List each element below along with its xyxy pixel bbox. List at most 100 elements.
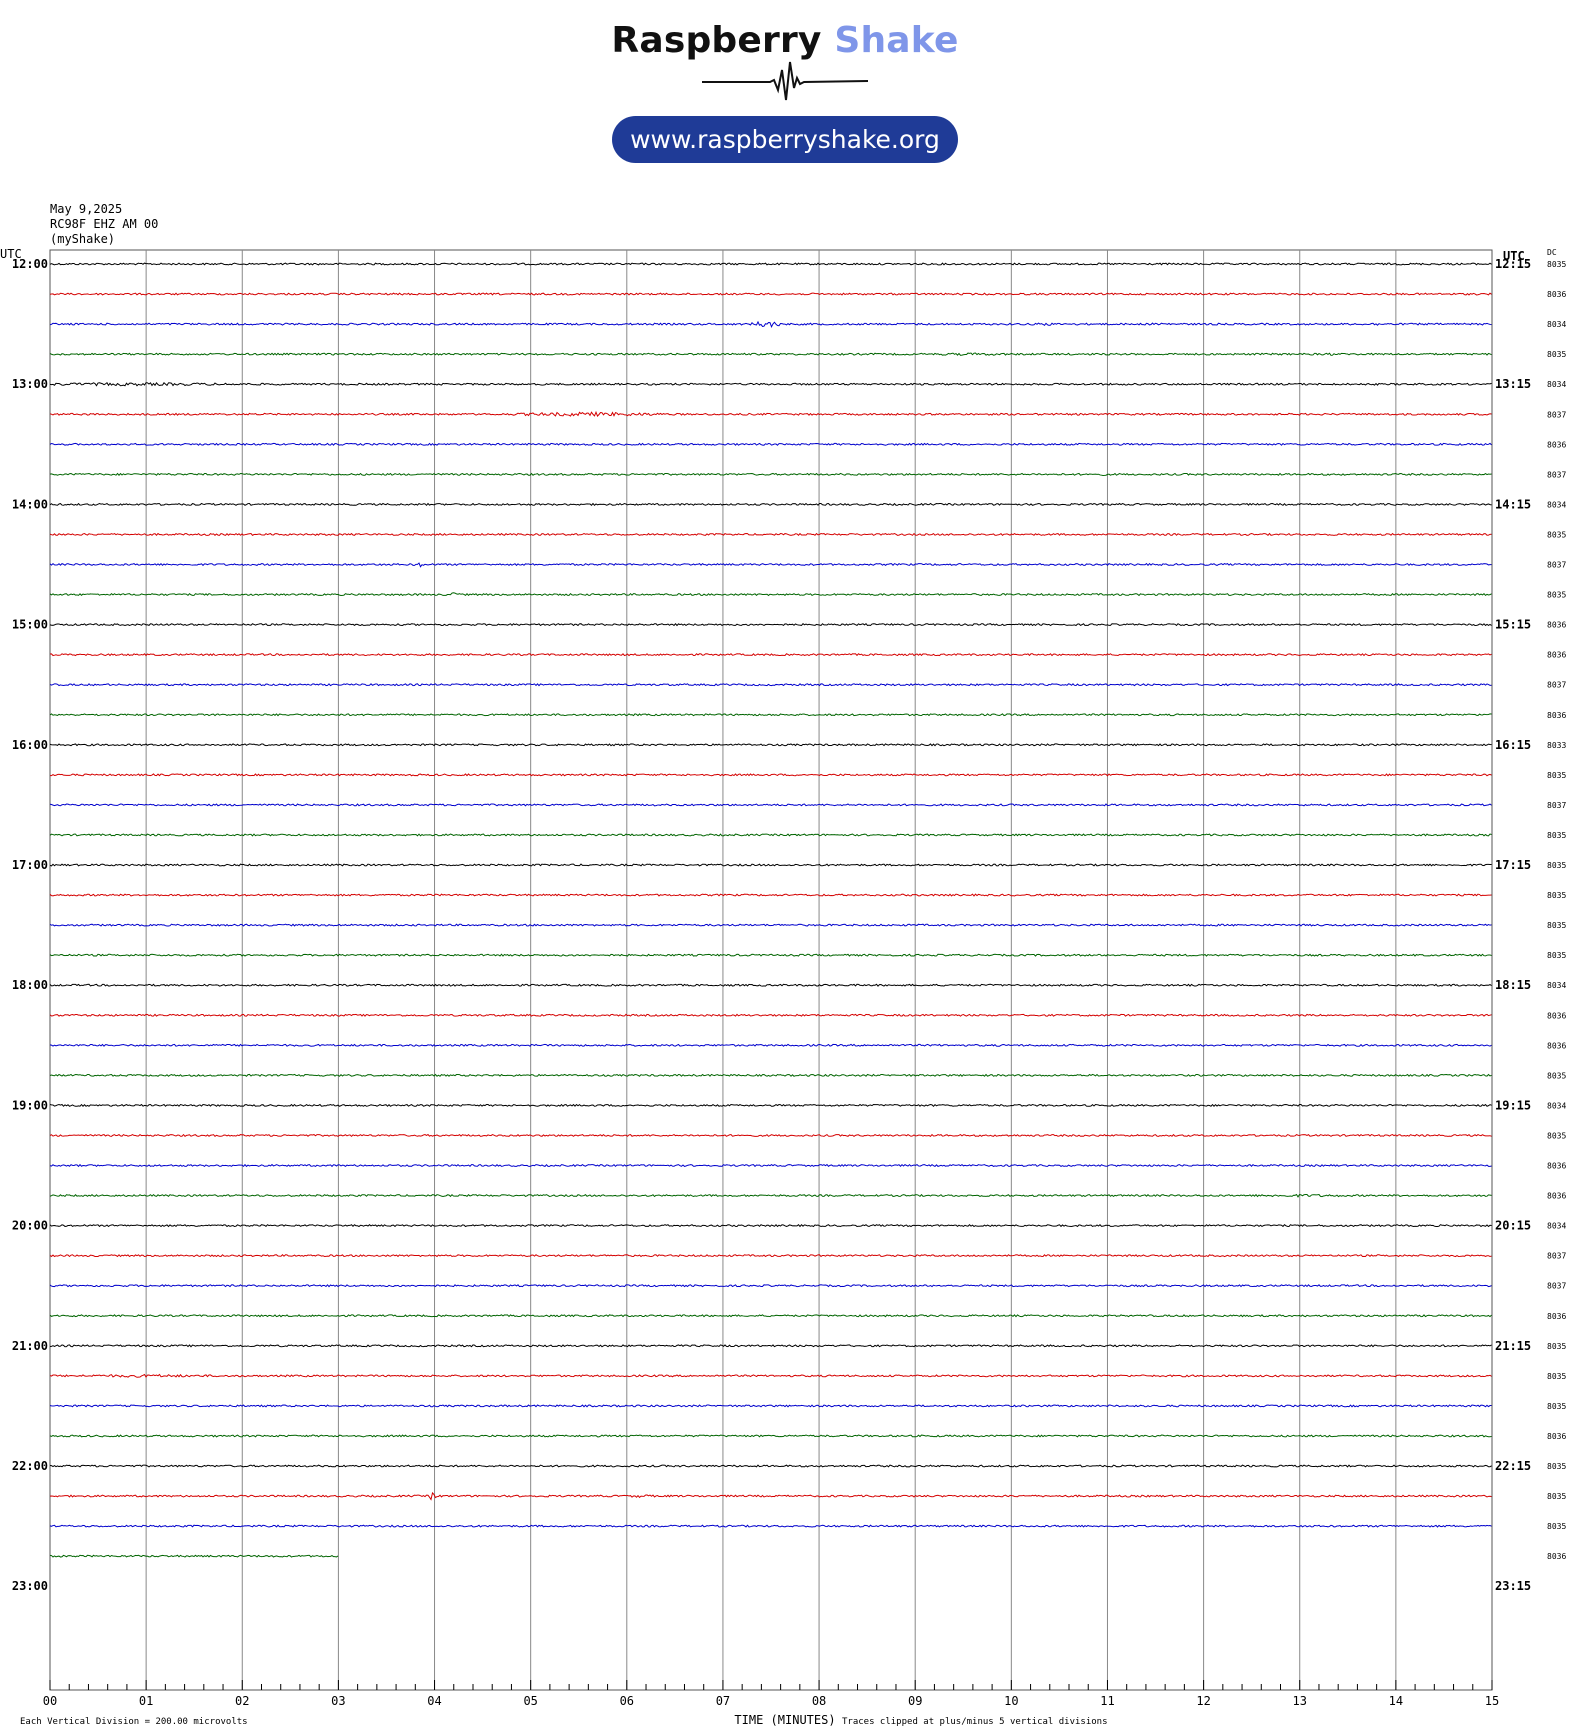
hour-label-right: 15:15 [1495,618,1531,632]
seismic-trace [49,1344,1492,1348]
seismic-trace [49,381,1492,387]
seismic-trace [49,442,1492,446]
seismic-trace [49,1163,1492,1168]
dc-offset-label: 8034 [1547,981,1566,990]
dc-offset-label: 8035 [1547,951,1566,960]
hour-label-left: 19:00 [12,1098,48,1112]
seismic-trace [49,1043,1492,1047]
x-tick-label: 15 [1485,1694,1499,1708]
seismic-trace [49,1193,1492,1198]
hour-label-left: 13:00 [12,377,48,391]
hour-label-left: 14:00 [12,497,48,511]
x-tick-label: 10 [1004,1694,1018,1708]
dc-offset-label: 8035 [1547,891,1566,900]
x-tick-label: 05 [523,1694,537,1708]
hour-label-right: 19:15 [1495,1098,1531,1112]
hour-label-left: 23:00 [12,1579,48,1593]
hour-label-right: 18:15 [1495,978,1531,992]
seismic-trace [49,532,1492,536]
dc-offset-label: 8035 [1547,1071,1566,1080]
seismic-trace [49,592,1492,597]
station-info: May 9,2025 RC98F EHZ AM 00 (myShake) [50,202,158,247]
seismic-trace [49,1073,1492,1077]
recording-date: May 9,2025 [50,202,123,216]
hour-label-right: 23:15 [1495,1579,1531,1593]
logo-title-raspberry: Raspberry [611,20,822,61]
seismic-trace [49,1284,1492,1288]
x-tick-label: 13 [1293,1694,1307,1708]
right-axis-title: UTC [1503,249,1525,263]
x-tick-label: 14 [1389,1694,1403,1708]
seismic-trace [49,1373,1492,1378]
dc-offset-label: 8035 [1547,1372,1566,1381]
dc-offset-label: 8035 [1547,1342,1566,1351]
seismic-trace [49,1133,1492,1138]
dc-offset-label: 8036 [1547,621,1566,630]
dc-offset-label: 8034 [1547,1101,1566,1110]
seismic-trace [49,863,1492,867]
x-tick-label: 00 [43,1694,57,1708]
dc-offset-label: 8034 [1547,320,1566,329]
left-axis-title: UTC [0,247,22,261]
hour-label-left: 12:00 [12,257,48,271]
dc-offset-label: 8035 [1547,530,1566,539]
dc-offset-label: 8035 [1547,921,1566,930]
seismic-wave-icon [702,61,869,101]
seismic-trace [49,1524,1492,1528]
dc-offset-label: 8037 [1547,681,1566,690]
dc-offset-label: 8036 [1547,440,1566,449]
dc-offset-label: 8037 [1547,470,1566,479]
hour-label-left: 16:00 [12,738,48,752]
seismic-trace [49,1254,1492,1258]
dc-offset-label: 8037 [1547,801,1566,810]
x-tick-label: 08 [812,1694,826,1708]
x-tick-label: 01 [139,1694,153,1708]
hour-label-right: 16:15 [1495,738,1531,752]
hour-label-left: 18:00 [12,978,48,992]
dc-offset-label: 8036 [1547,651,1566,660]
raspberry-shake-logo: Raspberry Shake www.raspberryshake.org [0,0,1570,175]
dc-offset-label: 8035 [1547,260,1566,269]
dc-offset-label: 8036 [1547,290,1566,299]
seismic-trace [49,1554,339,1558]
hour-label-right: 17:15 [1495,858,1531,872]
logo-title-shake: Shake [834,20,959,61]
hour-label-left: 21:00 [12,1339,48,1353]
dc-offset-label: 8034 [1547,380,1566,389]
seismic-trace [49,1103,1492,1107]
seismic-trace [49,803,1492,807]
hour-label-right: 13:15 [1495,377,1531,391]
x-tick-label: 11 [1100,1694,1114,1708]
vertical-division-note: Each Vertical Division = 200.00 microvol… [20,1717,248,1727]
seismic-trace [49,262,1492,266]
hour-label-left: 22:00 [12,1459,48,1473]
seismic-trace [49,1013,1492,1017]
website-url-badge[interactable]: www.raspberryshake.org [612,116,958,163]
clipping-note: Traces clipped at plus/minus 5 vertical … [842,1717,1108,1727]
dc-offset-label: 8036 [1547,1432,1566,1441]
seismic-trace [49,1404,1492,1408]
dc-offset-label: 8034 [1547,500,1566,509]
dc-column-title: DC [1547,248,1557,257]
hour-label-right: 22:15 [1495,1459,1531,1473]
hour-label-right: 20:15 [1495,1219,1531,1233]
dc-offset-label: 8037 [1547,1252,1566,1261]
dc-offset-label: 8035 [1547,771,1566,780]
seismic-trace [49,502,1492,507]
dc-offset-label: 8036 [1547,1041,1566,1050]
x-tick-label: 04 [427,1694,441,1708]
seismic-trace [49,472,1492,476]
seismic-trace [49,1491,1492,1501]
hour-label-right: 14:15 [1495,497,1531,511]
dc-offset-label: 8034 [1547,1222,1566,1231]
dc-offset-label: 8037 [1547,1282,1566,1291]
x-tick-label: 06 [620,1694,634,1708]
x-tick-label: 03 [331,1694,345,1708]
seismic-trace [49,983,1492,987]
seismic-trace [49,833,1492,837]
network-name: (myShake) [50,232,116,246]
dc-offset-label: 8035 [1547,861,1566,870]
dc-offset-label: 8035 [1547,1402,1566,1411]
seismic-trace [49,622,1492,627]
